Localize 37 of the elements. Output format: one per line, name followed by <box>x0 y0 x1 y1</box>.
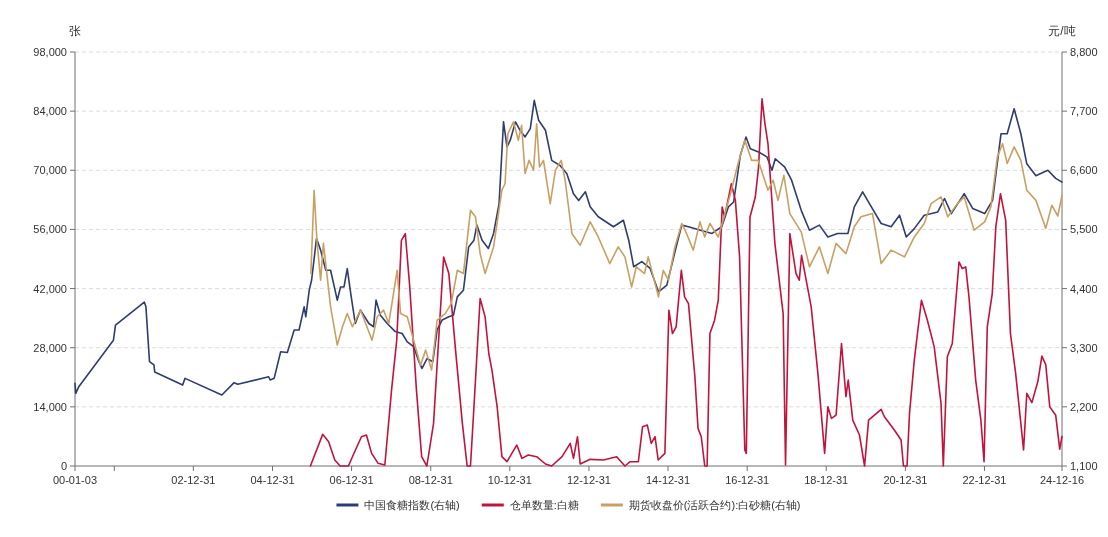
x-tick-label: 10-12-31 <box>487 474 532 486</box>
y2-tick-label: 5,500 <box>1070 223 1098 236</box>
y-tick-label: 84,000 <box>33 105 67 118</box>
x-tick-label: 02-12-31 <box>171 474 216 486</box>
x-tick-label: 18-12-31 <box>804 474 849 486</box>
x-tick-label: 08-12-31 <box>408 474 453 486</box>
x-tick-label: 04-12-31 <box>250 474 295 486</box>
y2-tick-label: 6,600 <box>1070 164 1098 177</box>
y-tick-label: 70,000 <box>33 164 67 177</box>
legend-label: 仓单数量:白糖 <box>509 499 579 511</box>
y2-axis-title: 元/吨 <box>1048 24 1076 38</box>
y-tick-label: 0 <box>60 460 67 472</box>
x-tick-label: 12-12-31 <box>566 474 611 486</box>
y-tick-label: 98,000 <box>33 46 67 58</box>
y2-tick-label: 2,200 <box>1070 400 1098 413</box>
y2-tick-label: 4,400 <box>1070 282 1098 295</box>
line-series <box>74 99 1063 396</box>
legend-label: 中国食糖指数(右轴) <box>364 499 460 511</box>
x-tick-label: 22-12-31 <box>962 474 1007 486</box>
y2-tick-label: 3,300 <box>1070 341 1098 354</box>
x-tick-label: 16-12-31 <box>725 474 770 486</box>
x-tick-label: 00-01-03 <box>52 474 98 486</box>
y2-tick-label: 7,700 <box>1070 105 1098 118</box>
x-tick-label: 20-12-31 <box>883 474 928 486</box>
y-tick-label: 42,000 <box>33 282 67 295</box>
y-tick-label: 28,000 <box>33 341 67 354</box>
legend-label: 期货收盘价(活跃合约):白砂糖(右轴) <box>628 499 801 511</box>
y2-tick-label: 8,800 <box>1070 46 1098 58</box>
y-tick-label: 14,000 <box>33 400 67 413</box>
line-series <box>310 121 1063 371</box>
x-tick-label: 14-12-31 <box>646 474 691 486</box>
y-axis-title: 张 <box>69 24 81 38</box>
line-series <box>309 98 1063 467</box>
y2-tick-label: 1,100 <box>1070 460 1098 472</box>
x-tick-label: 06-12-31 <box>329 474 374 486</box>
x-tick-label: 24-12-16 <box>1039 474 1085 486</box>
y-tick-label: 56,000 <box>33 223 67 236</box>
